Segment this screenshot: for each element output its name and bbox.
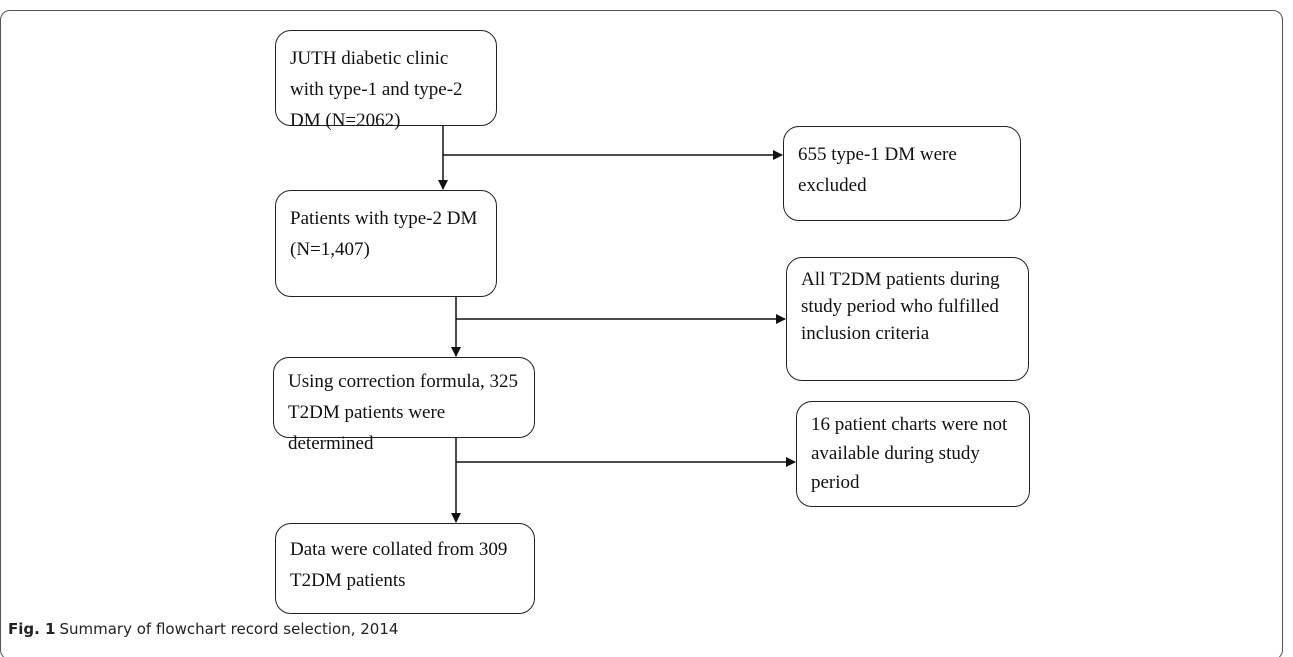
flow-box: Using correction formula, 325 T2DM patie… — [273, 357, 535, 454]
exclusion-box: 655 type-1 DM were excluded — [783, 126, 1021, 221]
caption: Fig. 1 Summary of flowchart record select… — [8, 620, 398, 638]
exclusion-box: 16 patient charts were not available dur… — [796, 401, 1030, 507]
flow-box: Patients with type-2 DM (N=1,407) — [275, 190, 497, 297]
side-box: All T2DM patients during study period wh… — [786, 257, 1029, 381]
caption-text: Summary of flowchart record selection, 2… — [59, 620, 399, 638]
flow-box: JUTH diabetic clinic with type-1 and typ… — [275, 30, 497, 131]
figure-frame — [0, 10, 1283, 657]
caption-label: Fig. 1 — [8, 620, 56, 638]
flow-box: Data were collated from 309 T2DM patient… — [275, 523, 535, 614]
